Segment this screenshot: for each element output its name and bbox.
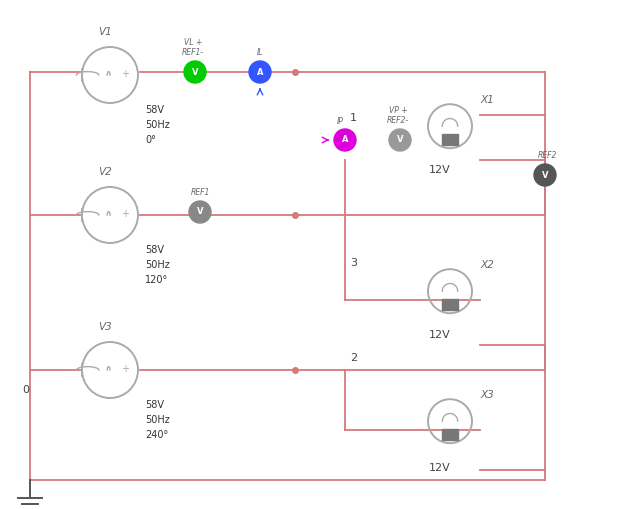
Text: A: A xyxy=(342,135,349,145)
Bar xyxy=(442,134,458,145)
Text: +: + xyxy=(121,363,128,374)
Text: REF1: REF1 xyxy=(190,188,210,197)
Text: 58V
50Hz
0°: 58V 50Hz 0° xyxy=(145,105,170,145)
Text: VL +
REF1-: VL + REF1- xyxy=(182,38,204,57)
Text: VP +
REF2-: VP + REF2- xyxy=(387,105,409,125)
Text: 12V: 12V xyxy=(429,463,451,473)
Text: X3: X3 xyxy=(480,390,494,400)
Text: 1: 1 xyxy=(350,113,357,123)
Text: 58V
50Hz
120°: 58V 50Hz 120° xyxy=(145,245,170,285)
Text: V2: V2 xyxy=(98,167,112,177)
Text: REF2: REF2 xyxy=(537,151,556,160)
Text: A: A xyxy=(257,68,263,76)
Circle shape xyxy=(189,201,211,223)
Circle shape xyxy=(534,164,556,186)
Text: V: V xyxy=(191,68,198,76)
Text: V: V xyxy=(542,171,548,180)
Text: +: + xyxy=(121,69,128,78)
Circle shape xyxy=(184,61,206,83)
Text: 58V
50Hz
240°: 58V 50Hz 240° xyxy=(145,400,170,440)
Text: 12V: 12V xyxy=(429,165,451,175)
Text: 0: 0 xyxy=(22,385,29,395)
Text: 3: 3 xyxy=(350,258,357,268)
Text: X1: X1 xyxy=(480,95,494,105)
Circle shape xyxy=(334,129,356,151)
Text: IL: IL xyxy=(257,48,263,57)
Bar xyxy=(442,299,458,310)
Text: V1: V1 xyxy=(98,27,112,37)
Text: X2: X2 xyxy=(480,260,494,270)
Text: 12V: 12V xyxy=(429,330,451,340)
Text: +: + xyxy=(121,209,128,218)
Circle shape xyxy=(249,61,271,83)
Text: V: V xyxy=(197,208,204,216)
Text: 2: 2 xyxy=(350,353,357,363)
Text: IP: IP xyxy=(336,117,343,126)
Text: V: V xyxy=(397,135,403,145)
Bar xyxy=(442,429,458,440)
Circle shape xyxy=(389,129,411,151)
Text: V3: V3 xyxy=(98,322,112,332)
